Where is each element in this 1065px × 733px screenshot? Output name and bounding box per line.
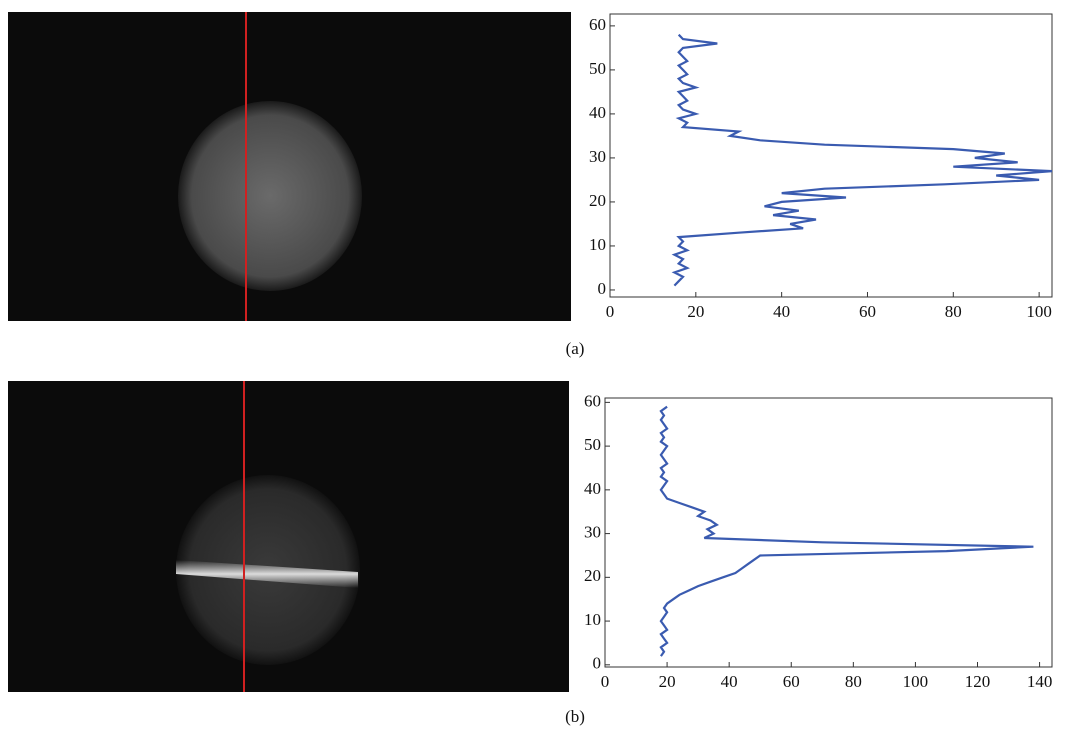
- x-tick-label: 140: [1027, 672, 1053, 691]
- x-tick-label: 80: [945, 302, 962, 321]
- x-tick-label: 60: [859, 302, 876, 321]
- y-tick-label: 10: [584, 610, 601, 629]
- y-tick-label: 60: [584, 391, 601, 410]
- plot-frame: [604, 397, 1053, 668]
- x-tick-label: 100: [903, 672, 929, 691]
- x-tick-label: 60: [783, 672, 800, 691]
- y-tick-label: 40: [584, 479, 601, 498]
- x-tick-label: 0: [606, 302, 615, 321]
- x-tick-label: 100: [1026, 302, 1052, 321]
- y-tick-label: 50: [589, 59, 606, 78]
- image-a: [8, 12, 571, 321]
- y-tick-label: 60: [589, 15, 606, 34]
- y-tick-label: 0: [598, 279, 607, 298]
- profile-line: [659, 405, 1034, 657]
- panel-caption: (a): [566, 339, 585, 358]
- image-b: [8, 381, 569, 692]
- plot-frame: [609, 13, 1053, 298]
- y-tick-label: 0: [593, 654, 602, 673]
- y-tick-label: 20: [584, 566, 601, 585]
- y-tick-label: 20: [589, 191, 606, 210]
- y-tick-label: 40: [589, 103, 606, 122]
- x-tick-label: 80: [845, 672, 862, 691]
- x-tick-label: 20: [687, 302, 704, 321]
- x-tick-label: 40: [773, 302, 790, 321]
- x-tick-label: 40: [721, 672, 738, 691]
- x-tick-label: 0: [601, 672, 610, 691]
- y-tick-label: 10: [589, 235, 606, 254]
- x-tick-label: 20: [659, 672, 676, 691]
- x-tick-label: 120: [965, 672, 991, 691]
- panel-caption: (b): [565, 707, 585, 726]
- y-tick-label: 30: [584, 522, 601, 541]
- y-tick-label: 30: [589, 147, 606, 166]
- profile-line: [671, 33, 1053, 287]
- y-tick-label: 50: [584, 435, 601, 454]
